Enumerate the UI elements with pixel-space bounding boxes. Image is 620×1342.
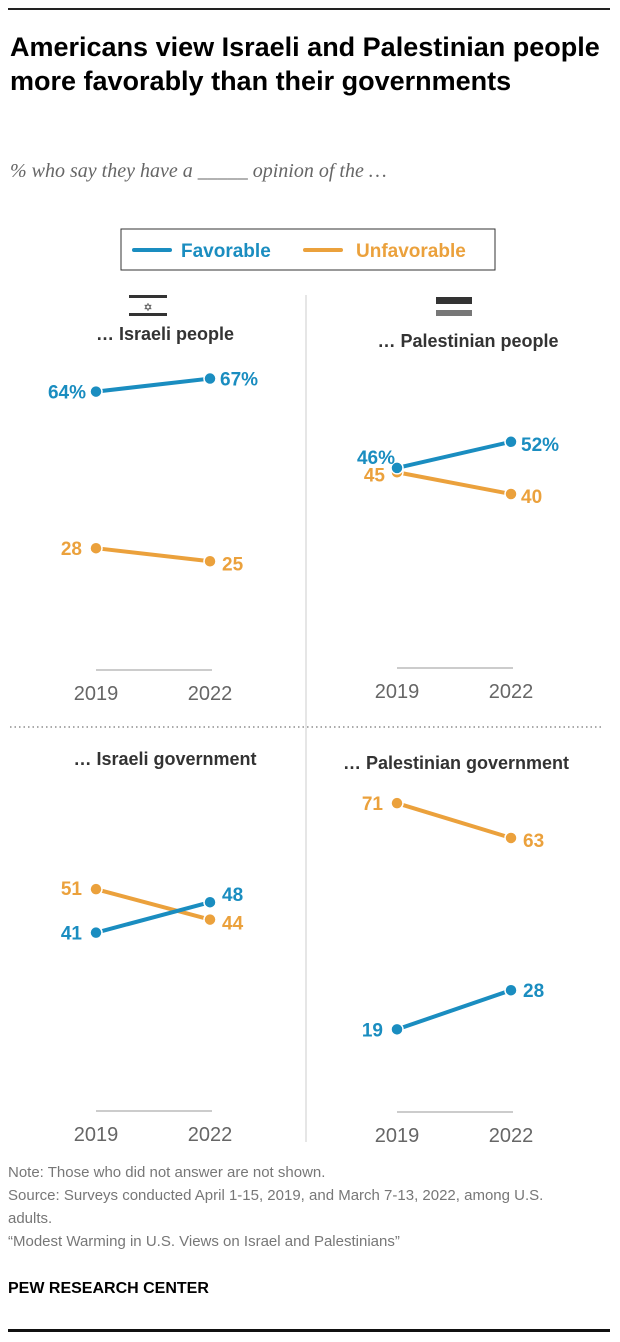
data-point-favorable — [203, 371, 217, 386]
data-label: 19 — [362, 1020, 383, 1041]
data-label: 64% — [48, 383, 86, 404]
series-line-unfavorable — [396, 470, 512, 496]
data-point-favorable — [203, 895, 217, 909]
data-point-unfavorable — [203, 554, 217, 568]
series-line-unfavorable — [396, 801, 512, 840]
data-label: 28 — [523, 981, 544, 1002]
data-point-favorable — [89, 384, 103, 399]
legend-label-favorable: Favorable — [181, 241, 271, 262]
data-label: 51 — [61, 879, 83, 900]
x-tick-label: 2022 — [489, 1125, 534, 1147]
chart-subtitle: % who say they have a _____ opinion of t… — [10, 160, 387, 182]
legend-label-unfavorable: Unfavorable — [356, 241, 466, 262]
report-title: “Modest Warming in U.S. Views on Israel … — [8, 1233, 400, 1250]
x-tick-label: 2022 — [188, 683, 233, 705]
data-point-unfavorable — [390, 796, 404, 810]
data-point-unfavorable — [203, 912, 217, 927]
series-line-favorable — [95, 376, 211, 394]
data-point-favorable — [89, 925, 103, 940]
series-line-favorable — [396, 988, 512, 1032]
data-label: 28 — [61, 539, 82, 560]
data-label: 48 — [222, 885, 243, 906]
bottom-rule — [8, 1329, 610, 1332]
data-label: 41 — [61, 924, 83, 945]
data-label: 67% — [220, 370, 258, 391]
x-tick-label: 2019 — [375, 681, 420, 703]
data-point-favorable — [504, 435, 518, 449]
data-label: 40 — [521, 487, 542, 508]
data-point-unfavorable — [504, 831, 518, 845]
top-rule — [8, 8, 610, 10]
note-text: Note: Those who did not answer are not s… — [8, 1164, 326, 1181]
palestine-flag-icon — [436, 297, 472, 304]
series-line-favorable — [95, 900, 211, 935]
palestine-flag-stripe — [436, 310, 472, 316]
data-label: 44 — [222, 914, 244, 935]
notes: Note: Those who did not answer are not s… — [8, 1161, 548, 1253]
panel-title: … Israeli people — [96, 324, 234, 344]
data-label: 52% — [521, 435, 559, 456]
israel-flag-stripe — [129, 313, 167, 316]
data-label: 25 — [222, 554, 244, 575]
x-tick-label: 2022 — [489, 681, 534, 703]
data-label: 46% — [357, 448, 395, 469]
brand: PEW RESEARCH CENTER — [8, 1280, 209, 1297]
series-line-unfavorable — [95, 546, 211, 564]
panel-title: … Palestinian government — [343, 753, 569, 773]
data-point-unfavorable — [89, 541, 103, 555]
x-tick-label: 2019 — [74, 1124, 119, 1146]
x-tick-label: 2022 — [188, 1124, 233, 1146]
series-line-unfavorable — [95, 887, 211, 922]
israel-flag-star: ✡ — [143, 302, 152, 314]
panel-title: … Israeli government — [73, 749, 256, 769]
israel-flag-icon — [129, 295, 167, 317]
x-tick-label: 2019 — [74, 683, 119, 705]
source-text: Source: Surveys conducted April 1-15, 20… — [8, 1187, 544, 1227]
data-point-favorable — [504, 983, 518, 997]
data-point-unfavorable — [89, 882, 103, 896]
data-label: 71 — [362, 794, 384, 815]
chart-title: Americans view Israeli and Palestinian p… — [10, 32, 600, 96]
data-label: 45 — [364, 465, 386, 486]
x-tick-label: 2019 — [375, 1125, 420, 1147]
data-point-favorable — [390, 1022, 404, 1037]
israel-flag-stripe — [129, 295, 167, 298]
data-point-unfavorable — [504, 487, 518, 501]
data-point-favorable — [390, 461, 404, 475]
data-label: 63 — [523, 831, 544, 852]
series-line-favorable — [396, 439, 512, 470]
panel-title: … Palestinian people — [377, 331, 558, 351]
